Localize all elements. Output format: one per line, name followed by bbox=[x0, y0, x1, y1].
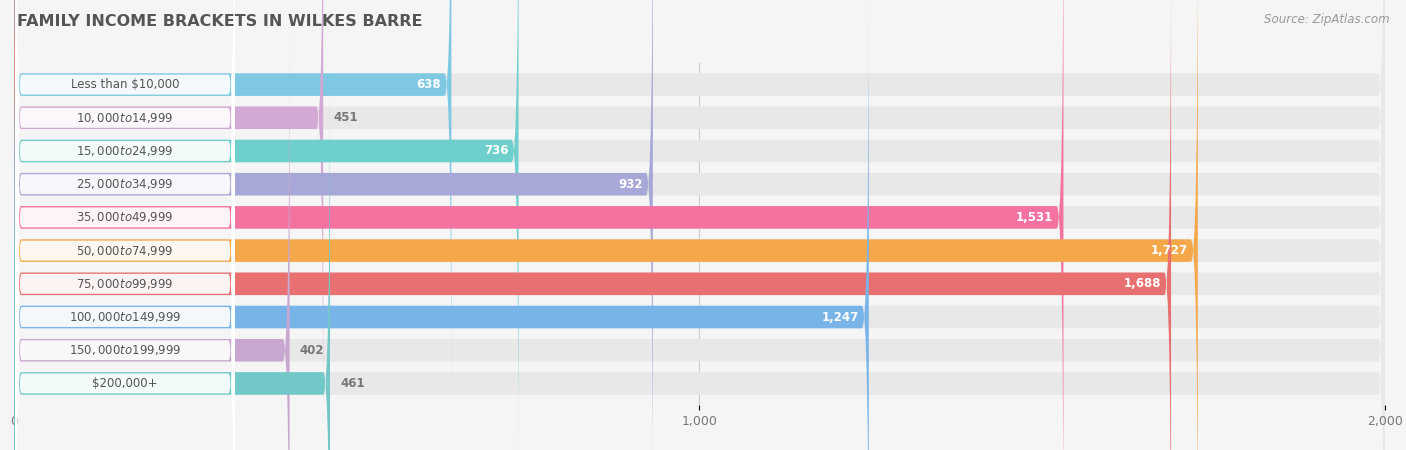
FancyBboxPatch shape bbox=[15, 0, 235, 374]
FancyBboxPatch shape bbox=[14, 0, 1385, 450]
Text: $50,000 to $74,999: $50,000 to $74,999 bbox=[76, 243, 174, 257]
FancyBboxPatch shape bbox=[14, 0, 451, 405]
Text: 932: 932 bbox=[619, 178, 643, 191]
FancyBboxPatch shape bbox=[15, 0, 235, 450]
FancyBboxPatch shape bbox=[14, 29, 1385, 450]
Text: 1,247: 1,247 bbox=[821, 310, 859, 324]
Text: $200,000+: $200,000+ bbox=[93, 377, 157, 390]
FancyBboxPatch shape bbox=[14, 0, 1385, 450]
FancyBboxPatch shape bbox=[14, 0, 519, 450]
Text: 736: 736 bbox=[484, 144, 508, 158]
Text: 461: 461 bbox=[340, 377, 366, 390]
FancyBboxPatch shape bbox=[15, 28, 235, 450]
Text: 402: 402 bbox=[299, 344, 325, 357]
FancyBboxPatch shape bbox=[14, 0, 1385, 450]
Text: 1,688: 1,688 bbox=[1123, 277, 1161, 290]
FancyBboxPatch shape bbox=[14, 63, 330, 450]
FancyBboxPatch shape bbox=[14, 0, 652, 450]
FancyBboxPatch shape bbox=[14, 0, 869, 450]
FancyBboxPatch shape bbox=[15, 0, 235, 450]
FancyBboxPatch shape bbox=[14, 29, 290, 450]
Text: FAMILY INCOME BRACKETS IN WILKES BARRE: FAMILY INCOME BRACKETS IN WILKES BARRE bbox=[17, 14, 422, 28]
Text: $75,000 to $99,999: $75,000 to $99,999 bbox=[76, 277, 174, 291]
Text: $100,000 to $149,999: $100,000 to $149,999 bbox=[69, 310, 181, 324]
Text: Source: ZipAtlas.com: Source: ZipAtlas.com bbox=[1264, 14, 1389, 27]
Text: 638: 638 bbox=[416, 78, 441, 91]
FancyBboxPatch shape bbox=[14, 0, 1385, 450]
Text: $10,000 to $14,999: $10,000 to $14,999 bbox=[76, 111, 174, 125]
Text: $15,000 to $24,999: $15,000 to $24,999 bbox=[76, 144, 174, 158]
FancyBboxPatch shape bbox=[14, 0, 323, 439]
FancyBboxPatch shape bbox=[14, 0, 1385, 450]
FancyBboxPatch shape bbox=[15, 0, 235, 440]
FancyBboxPatch shape bbox=[14, 0, 1198, 450]
FancyBboxPatch shape bbox=[14, 0, 1385, 439]
FancyBboxPatch shape bbox=[15, 94, 235, 450]
FancyBboxPatch shape bbox=[15, 61, 235, 450]
Text: Less than $10,000: Less than $10,000 bbox=[70, 78, 180, 91]
Text: 451: 451 bbox=[333, 111, 359, 124]
FancyBboxPatch shape bbox=[15, 0, 235, 407]
Text: $35,000 to $49,999: $35,000 to $49,999 bbox=[76, 211, 174, 225]
FancyBboxPatch shape bbox=[14, 0, 1385, 450]
FancyBboxPatch shape bbox=[14, 0, 1385, 405]
Text: $150,000 to $199,999: $150,000 to $199,999 bbox=[69, 343, 181, 357]
FancyBboxPatch shape bbox=[14, 0, 1171, 450]
FancyBboxPatch shape bbox=[15, 0, 235, 450]
FancyBboxPatch shape bbox=[14, 0, 1063, 450]
FancyBboxPatch shape bbox=[14, 63, 1385, 450]
Text: 1,531: 1,531 bbox=[1017, 211, 1053, 224]
Text: $25,000 to $34,999: $25,000 to $34,999 bbox=[76, 177, 174, 191]
FancyBboxPatch shape bbox=[15, 0, 235, 450]
Text: 1,727: 1,727 bbox=[1150, 244, 1188, 257]
